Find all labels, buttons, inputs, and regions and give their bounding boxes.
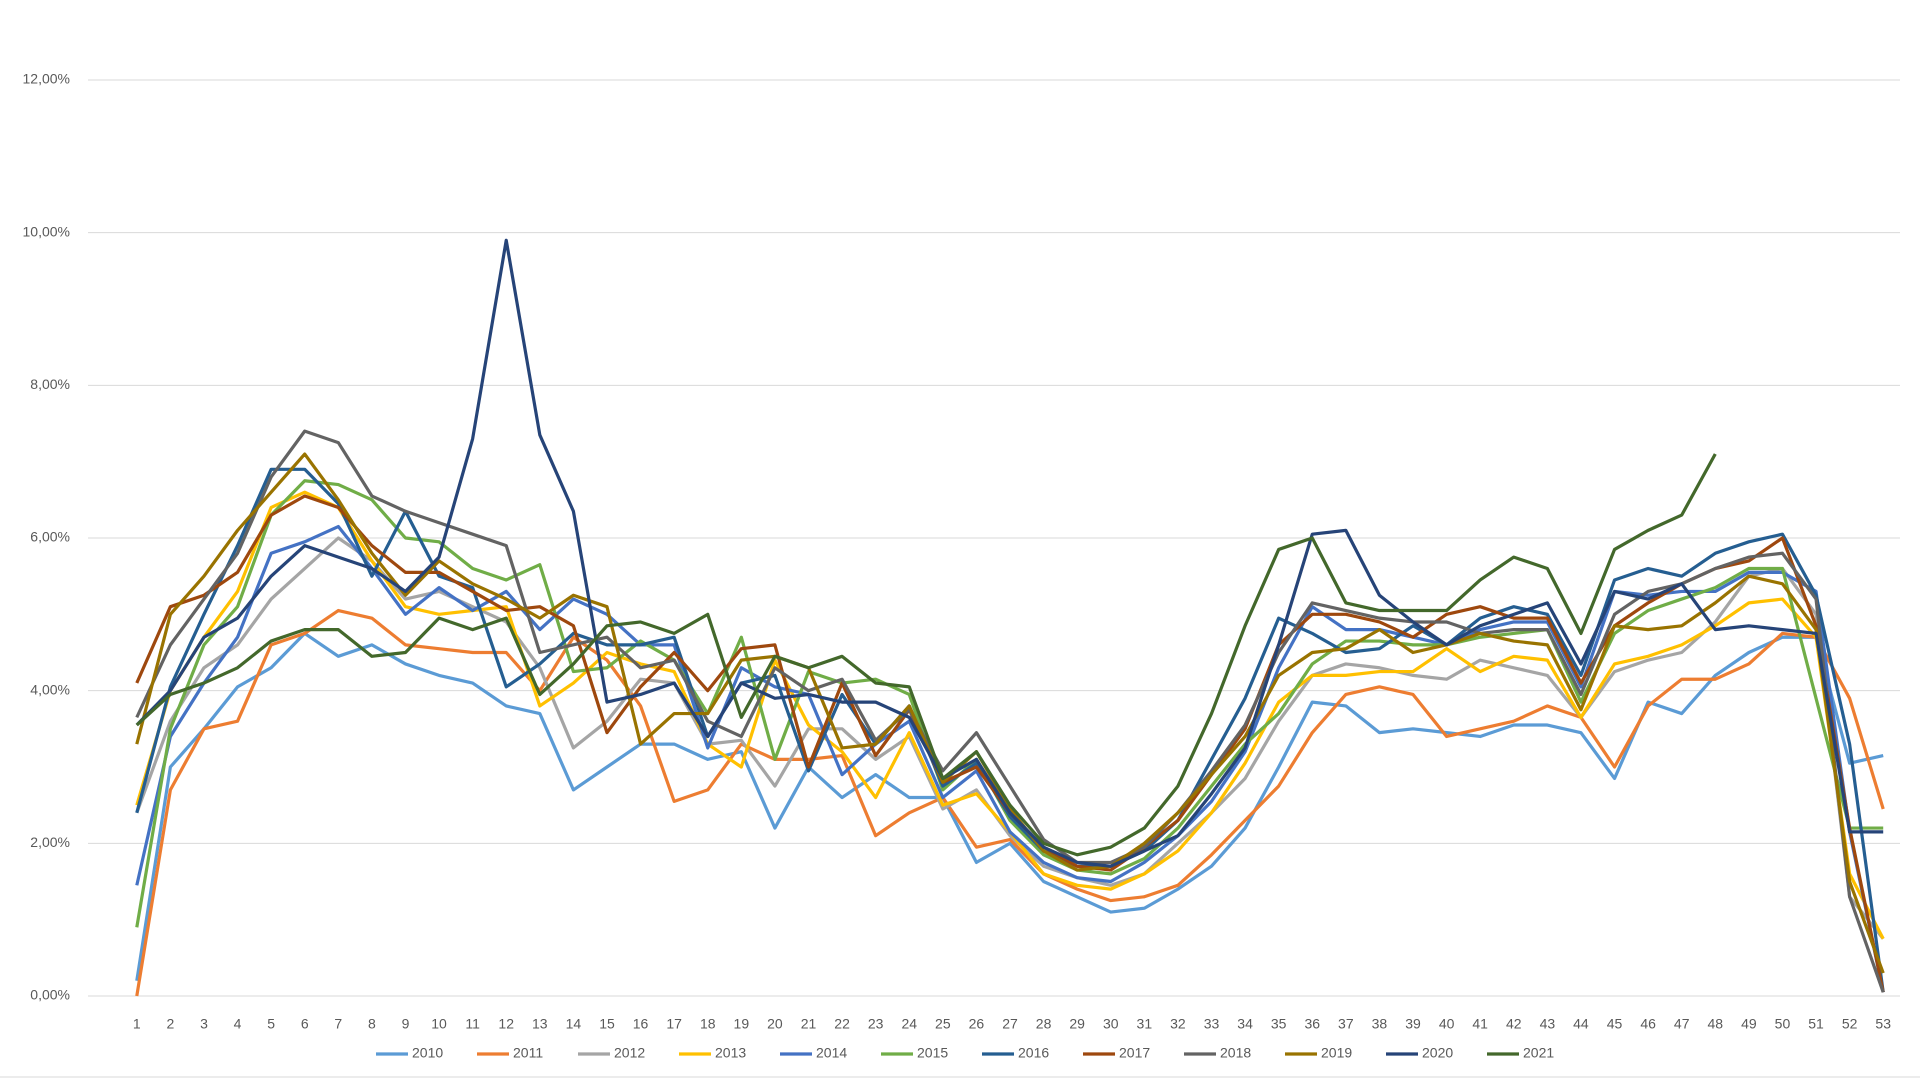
x-tick-label: 13 <box>532 1016 548 1032</box>
x-tick-label: 45 <box>1607 1016 1623 1032</box>
x-tick-label: 26 <box>969 1016 985 1032</box>
x-tick-label: 36 <box>1304 1016 1320 1032</box>
x-tick-label: 15 <box>599 1016 615 1032</box>
x-tick-label: 12 <box>498 1016 514 1032</box>
series-line <box>135 467 1885 993</box>
x-tick-label: 10 <box>431 1016 447 1032</box>
x-tick-label: 18 <box>700 1016 716 1032</box>
x-tick-label: 32 <box>1170 1016 1186 1032</box>
x-tick-label: 31 <box>1137 1016 1153 1032</box>
x-tick-label: 41 <box>1472 1016 1488 1032</box>
x-tick-label: 19 <box>734 1016 750 1032</box>
series-line <box>135 429 1885 993</box>
x-tick-label: 16 <box>633 1016 649 1032</box>
x-tick-label: 35 <box>1271 1016 1287 1032</box>
legend-label: 2011 <box>513 1045 543 1061</box>
y-tick-label: 0,00% <box>30 987 70 1003</box>
x-tick-label: 5 <box>267 1016 275 1032</box>
x-tick-label: 52 <box>1842 1016 1858 1032</box>
x-tick-label: 48 <box>1707 1016 1723 1032</box>
x-tick-label: 37 <box>1338 1016 1354 1032</box>
legend-label: 2010 <box>412 1045 443 1061</box>
x-tick-label: 17 <box>666 1016 682 1032</box>
x-tick-label: 3 <box>200 1016 208 1032</box>
x-tick-label: 14 <box>566 1016 582 1032</box>
series-line <box>135 238 1884 868</box>
x-tick-label: 6 <box>301 1016 309 1032</box>
x-tick-label: 46 <box>1640 1016 1656 1032</box>
series-line <box>135 452 1885 974</box>
y-tick-label: 2,00% <box>30 834 70 850</box>
series-line <box>135 631 1884 981</box>
x-tick-label: 34 <box>1237 1016 1253 1032</box>
x-tick-label: 44 <box>1573 1016 1589 1032</box>
x-tick-label: 29 <box>1069 1016 1085 1032</box>
x-tick-label: 50 <box>1775 1016 1791 1032</box>
x-tick-label: 1 <box>133 1016 141 1032</box>
x-tick-label: 20 <box>767 1016 783 1032</box>
y-tick-label: 12,00% <box>23 71 70 87</box>
legend-label: 2020 <box>1422 1045 1453 1061</box>
x-tick-label: 23 <box>868 1016 884 1032</box>
legend-label: 2016 <box>1018 1045 1049 1061</box>
series-line <box>135 479 1884 928</box>
x-tick-label: 43 <box>1540 1016 1556 1032</box>
x-tick-label: 25 <box>935 1016 951 1032</box>
y-tick-label: 4,00% <box>30 681 70 697</box>
series-line <box>135 453 1717 857</box>
x-tick-label: 9 <box>402 1016 410 1032</box>
x-tick-label: 30 <box>1103 1016 1119 1032</box>
x-tick-label: 4 <box>234 1016 242 1032</box>
x-tick-label: 28 <box>1036 1016 1052 1032</box>
legend-label: 2014 <box>816 1045 847 1061</box>
x-tick-label: 7 <box>334 1016 342 1032</box>
x-tick-label: 51 <box>1808 1016 1824 1032</box>
x-tick-label: 42 <box>1506 1016 1522 1032</box>
x-tick-label: 39 <box>1405 1016 1421 1032</box>
legend-label: 2017 <box>1119 1045 1150 1061</box>
x-tick-label: 11 <box>465 1016 480 1032</box>
x-tick-label: 47 <box>1674 1016 1690 1032</box>
x-tick-label: 2 <box>166 1016 174 1032</box>
series-line <box>135 490 1885 940</box>
y-tick-label: 8,00% <box>30 376 70 392</box>
series-line <box>135 494 1885 993</box>
x-tick-label: 21 <box>801 1016 817 1032</box>
x-tick-label: 33 <box>1204 1016 1220 1032</box>
x-tick-label: 24 <box>901 1016 917 1032</box>
series-line <box>135 608 1885 997</box>
legend-label: 2019 <box>1321 1045 1352 1061</box>
legend-label: 2015 <box>917 1045 948 1061</box>
legend-label: 2012 <box>614 1045 645 1061</box>
legend-label: 2018 <box>1220 1045 1251 1061</box>
x-tick-label: 27 <box>1002 1016 1018 1032</box>
series-line <box>135 524 1885 993</box>
x-tick-label: 8 <box>368 1016 376 1032</box>
legend-label: 2021 <box>1523 1045 1554 1061</box>
legend-label: 2013 <box>715 1045 746 1061</box>
x-tick-label: 40 <box>1439 1016 1455 1032</box>
x-tick-label: 49 <box>1741 1016 1757 1032</box>
y-tick-label: 10,00% <box>23 223 70 239</box>
y-tick-label: 6,00% <box>30 529 70 545</box>
x-tick-label: 22 <box>834 1016 850 1032</box>
x-tick-label: 38 <box>1372 1016 1388 1032</box>
x-tick-label: 53 <box>1875 1016 1891 1032</box>
